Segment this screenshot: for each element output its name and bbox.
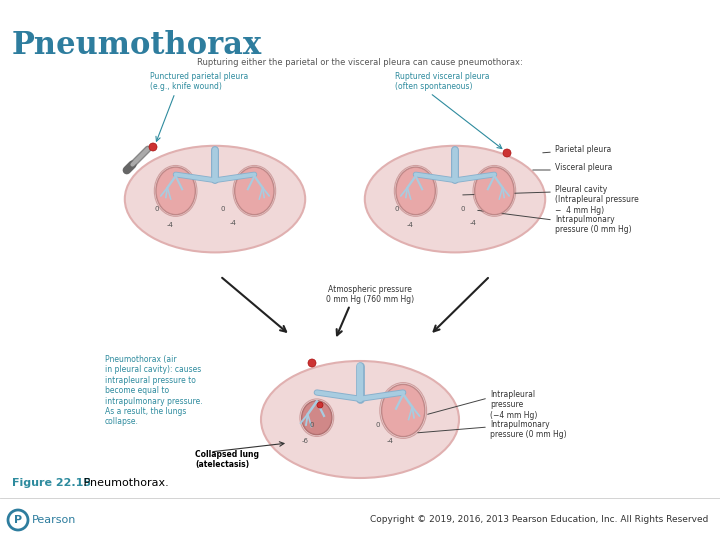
Ellipse shape xyxy=(156,167,195,215)
Text: 0: 0 xyxy=(376,422,380,428)
Text: Copyright © 2019, 2016, 2013 Pearson Education, Inc. All Rights Reserved: Copyright © 2019, 2016, 2013 Pearson Edu… xyxy=(369,516,708,524)
Text: 0: 0 xyxy=(221,206,225,212)
Text: -6: -6 xyxy=(302,438,308,444)
Text: Pneumothorax.: Pneumothorax. xyxy=(80,478,168,488)
Ellipse shape xyxy=(261,361,459,478)
Text: Pleural cavity
(Intrapleural pressure
−  4 mm Hg): Pleural cavity (Intrapleural pressure − … xyxy=(555,185,639,215)
Circle shape xyxy=(149,143,157,151)
Text: Intrapleural
pressure
(−4 mm Hg): Intrapleural pressure (−4 mm Hg) xyxy=(490,390,537,420)
Text: 0: 0 xyxy=(310,422,314,428)
Ellipse shape xyxy=(382,384,425,437)
Ellipse shape xyxy=(474,167,514,215)
Text: Rupturing either the parietal or the visceral pleura can cause pneumothorax:: Rupturing either the parietal or the vis… xyxy=(197,58,523,67)
Text: 0: 0 xyxy=(155,206,159,212)
Ellipse shape xyxy=(396,167,436,215)
Text: -4: -4 xyxy=(469,220,477,226)
Text: Intrapulmonary
pressure (0 mm Hg): Intrapulmonary pressure (0 mm Hg) xyxy=(490,420,567,440)
Text: P: P xyxy=(14,515,22,525)
Text: Ruptured visceral pleura
(often spontaneous): Ruptured visceral pleura (often spontane… xyxy=(395,72,490,91)
Circle shape xyxy=(503,149,511,157)
Text: Pearson: Pearson xyxy=(32,515,76,525)
Text: Pneumothorax: Pneumothorax xyxy=(12,30,262,61)
Circle shape xyxy=(308,359,316,367)
Ellipse shape xyxy=(365,146,545,252)
Circle shape xyxy=(317,402,323,408)
Text: Intrapulmonary
pressure (0 mm Hg): Intrapulmonary pressure (0 mm Hg) xyxy=(555,215,631,234)
Text: Parietal pleura: Parietal pleura xyxy=(555,145,611,154)
Ellipse shape xyxy=(302,401,332,435)
Text: -4: -4 xyxy=(166,222,174,228)
Text: Pneumothorax (air
in pleural cavity): causes
intrapleural pressure to
become equ: Pneumothorax (air in pleural cavity): ca… xyxy=(105,355,202,427)
Text: Atmospheric pressure
0 mm Hg (760 mm Hg): Atmospheric pressure 0 mm Hg (760 mm Hg) xyxy=(326,285,414,305)
Text: Punctured parietal pleura
(e.g., knife wound): Punctured parietal pleura (e.g., knife w… xyxy=(150,72,248,91)
Text: Figure 22.15: Figure 22.15 xyxy=(12,478,91,488)
Text: -4: -4 xyxy=(387,438,393,444)
Ellipse shape xyxy=(235,167,274,215)
Text: 0: 0 xyxy=(461,206,465,212)
Text: 0: 0 xyxy=(395,206,400,212)
Text: Visceral pleura: Visceral pleura xyxy=(555,164,613,172)
Text: -4: -4 xyxy=(407,222,413,228)
Text: -4: -4 xyxy=(230,220,236,226)
Text: Collapsed lung
(atelectasis): Collapsed lung (atelectasis) xyxy=(195,450,259,469)
Ellipse shape xyxy=(125,146,305,252)
